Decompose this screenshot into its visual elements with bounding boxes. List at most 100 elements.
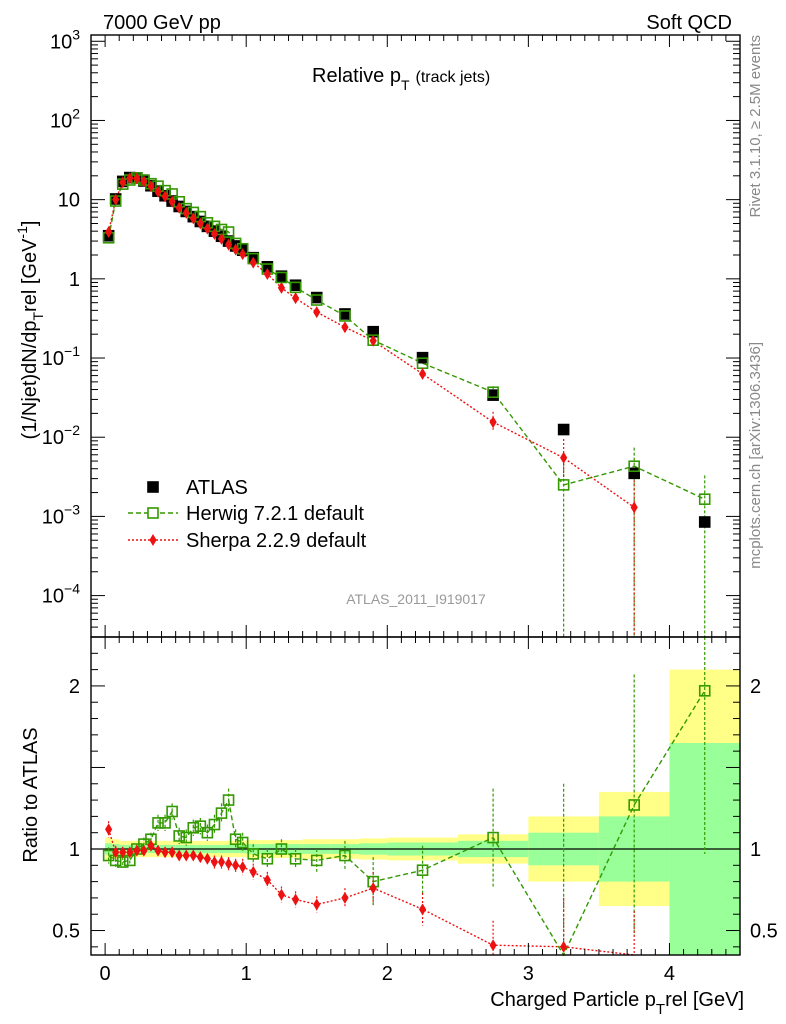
herwig-main-point [222,226,235,238]
sherpa-ratio-point [147,839,155,852]
herwig-ratio-point [487,831,499,844]
sherpa-ratio-point [154,844,162,857]
sherpa-main-point [418,367,427,380]
sherpa-ratio-point [189,849,197,862]
main-y-tick-label: 10−4 [42,581,80,608]
analysis-id-label: ATLAS_2011_I919017 [346,591,486,607]
sherpa-ratio-point [313,898,321,911]
sherpa-main-point [168,195,176,208]
sherpa-main-point [263,268,271,281]
herwig-ratio-point [208,818,221,831]
herwig-ratio-point [173,830,185,842]
sherpa-ratio-point [119,846,127,859]
herwig-ratio-point [194,820,207,832]
herwig-ratio-point [215,807,228,819]
sherpa-main-point [182,206,190,219]
sherpa-main-point [112,193,120,206]
sherpa-main-point [630,501,638,514]
mcplots-citation-label: mcplots.cern.ch [arXiv:1306.3436] [747,342,764,569]
herwig-ratio-point [201,826,214,839]
sherpa-main-point [175,201,183,214]
sherpa-main-point [249,256,257,269]
x-tick-label: 3 [523,963,534,985]
main-y-tick-label: 102 [50,105,80,132]
rivet-version-label: Rivet 3.1.10, ≥ 2.5M events [747,35,764,218]
sherpa-main-point [126,172,134,185]
herwig-ratio-point [152,817,164,829]
sherpa-main-point [277,281,286,294]
ratio-y-tick-label-left: 2 [69,676,80,698]
sherpa-ratio-point [217,856,226,869]
atlas-main-point [487,389,499,401]
herwig-ratio-point [187,821,200,834]
x-tick-label: 1 [241,963,252,985]
sherpa-main-point [105,226,113,239]
sherpa-main-point [119,176,127,189]
sherpa-ratio-point [210,856,219,869]
sherpa-ratio-point [232,859,240,872]
sherpa-main-point [147,180,155,193]
legend-sherpa-marker [149,534,157,546]
main-y-tick-label: 10 [58,190,80,212]
legend-atlas-label: ATLAS [186,477,248,499]
axis-ticks [91,35,741,955]
sherpa-ratio-point [168,846,176,859]
legend-herwig-label: Herwig 7.2.1 default [186,503,364,525]
sherpa-main-point [210,227,219,240]
atlas-main-point [557,423,570,436]
sherpa-main-point [489,416,497,429]
sherpa-ratio-point [263,873,271,886]
atlas-main-point [698,516,711,528]
sherpa-ratio-point [175,849,183,862]
data-markers [102,171,711,953]
sherpa-ratio-point [182,849,190,862]
herwig-ratio-point [166,805,178,818]
atlas-main-point [628,467,640,480]
sherpa-main-point [196,217,204,230]
herwig-ratio-point [310,854,323,867]
sherpa-ratio-point [224,857,233,870]
sherpa-main-point [232,243,240,256]
herwig-ratio-point [698,685,711,697]
sherpa-main-point [313,306,321,319]
herwig-ratio-point [339,849,351,862]
main-y-tick-label: 103 [50,26,80,53]
main-y-tick-label: 10−3 [42,501,80,528]
sherpa-main-point [140,175,148,188]
herwig-main-point [698,493,711,505]
legend-herwig-marker [147,507,159,519]
ratio-y-tick-label-right: 1 [750,839,761,861]
sherpa-ratio-point [140,844,148,857]
herwig-ratio-point [222,794,235,806]
main-y-axis-label: (1/Njet)dN/dpTrel [GeV-1] [14,221,46,440]
herwig-ratio-point [628,799,640,811]
sherpa-main-point [154,185,162,198]
sherpa-ratio-point [161,846,169,859]
herwig-ratio-point [180,831,193,844]
legend: ATLAS Herwig 7.2.1 default Sherpa 2.2.9 de… [128,477,367,552]
sherpa-ratio-point [369,882,377,895]
sherpa-ratio-point [112,846,120,859]
main-y-tick-label: 10−2 [42,422,80,449]
header-right-title: Soft QCD [646,12,732,34]
sherpa-ratio-point [489,939,497,952]
herwig-main-point [557,479,570,491]
herwig-ratio-point [416,864,429,877]
sherpa-ratio-point [196,851,204,864]
ratio-y-tick-label-right: 0.5 [750,921,778,943]
sherpa-ratio-point [126,846,134,859]
sherpa-main-point [369,334,377,347]
sherpa-main-point [133,172,141,185]
sherpa-main-point [341,321,349,334]
legend-sherpa-label: Sherpa 2.2.9 default [186,530,367,552]
herwig-ratio-point [236,836,249,849]
ratio-y-axis-label: Ratio to ATLAS [20,727,42,862]
x-axis-label: Charged Particle pTrel [GeV] [490,989,744,1018]
chart-title: Relative pT (track jets) [312,65,490,93]
main-y-tick-label: 10−1 [42,343,80,370]
atlas-main-point [310,291,323,304]
ratio-y-tick-label-right: 2 [750,676,761,698]
herwig-main-point [628,460,640,473]
sherpa-main-point [560,451,568,464]
